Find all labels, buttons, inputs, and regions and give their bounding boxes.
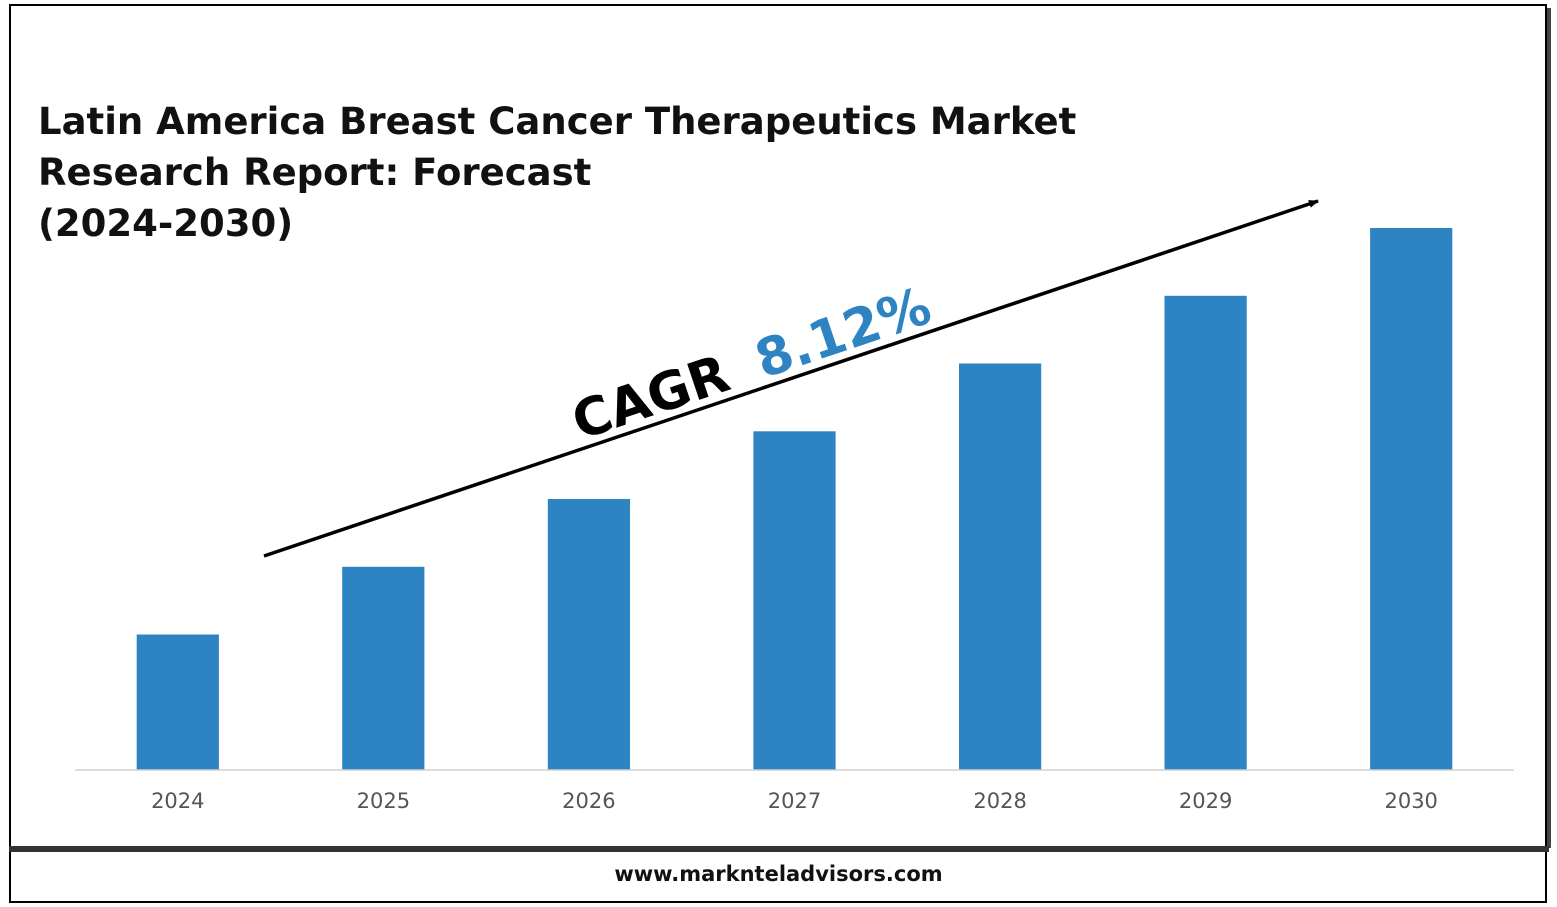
x-tick-label-2030: 2030 (1384, 789, 1437, 813)
x-tick-label-2028: 2028 (973, 789, 1026, 813)
chart-title: Latin America Breast Cancer Therapeutics… (38, 96, 1138, 249)
x-tick-label-2027: 2027 (768, 789, 821, 813)
chart-title-line-3: (2024-2030) (38, 202, 294, 245)
bar-2024 (136, 634, 219, 770)
x-tick-label-2029: 2029 (1179, 789, 1232, 813)
bar-2028 (959, 363, 1042, 770)
chart-title-line-2: Research Report: Forecast (38, 151, 592, 194)
footer-url: www.marknteladvisors.com (614, 862, 943, 886)
bar-2030 (1370, 228, 1453, 770)
cagr-prefix: CAGR (565, 344, 737, 452)
bar-2025 (342, 566, 425, 771)
x-tick-labels: 2024 2025 2026 2027 2028 2029 2030 (151, 789, 1438, 813)
x-tick-label-2025: 2025 (357, 789, 410, 813)
x-tick-label-2024: 2024 (151, 789, 204, 813)
frame-shadow (1547, 8, 1551, 848)
bar-series (136, 228, 1453, 771)
chart-title-line-1: Latin America Breast Cancer Therapeutics… (38, 100, 1077, 143)
x-tick-label-2026: 2026 (562, 789, 615, 813)
cagr-value: 8.12% (748, 276, 938, 390)
bar-2027 (753, 431, 836, 771)
bar-2029 (1164, 295, 1247, 771)
footer-divider (9, 846, 1549, 852)
bar-2026 (547, 499, 630, 770)
cagr-annotation: CAGR 8.12% (565, 276, 938, 452)
cagr-trend-arrow (263, 199, 1319, 558)
